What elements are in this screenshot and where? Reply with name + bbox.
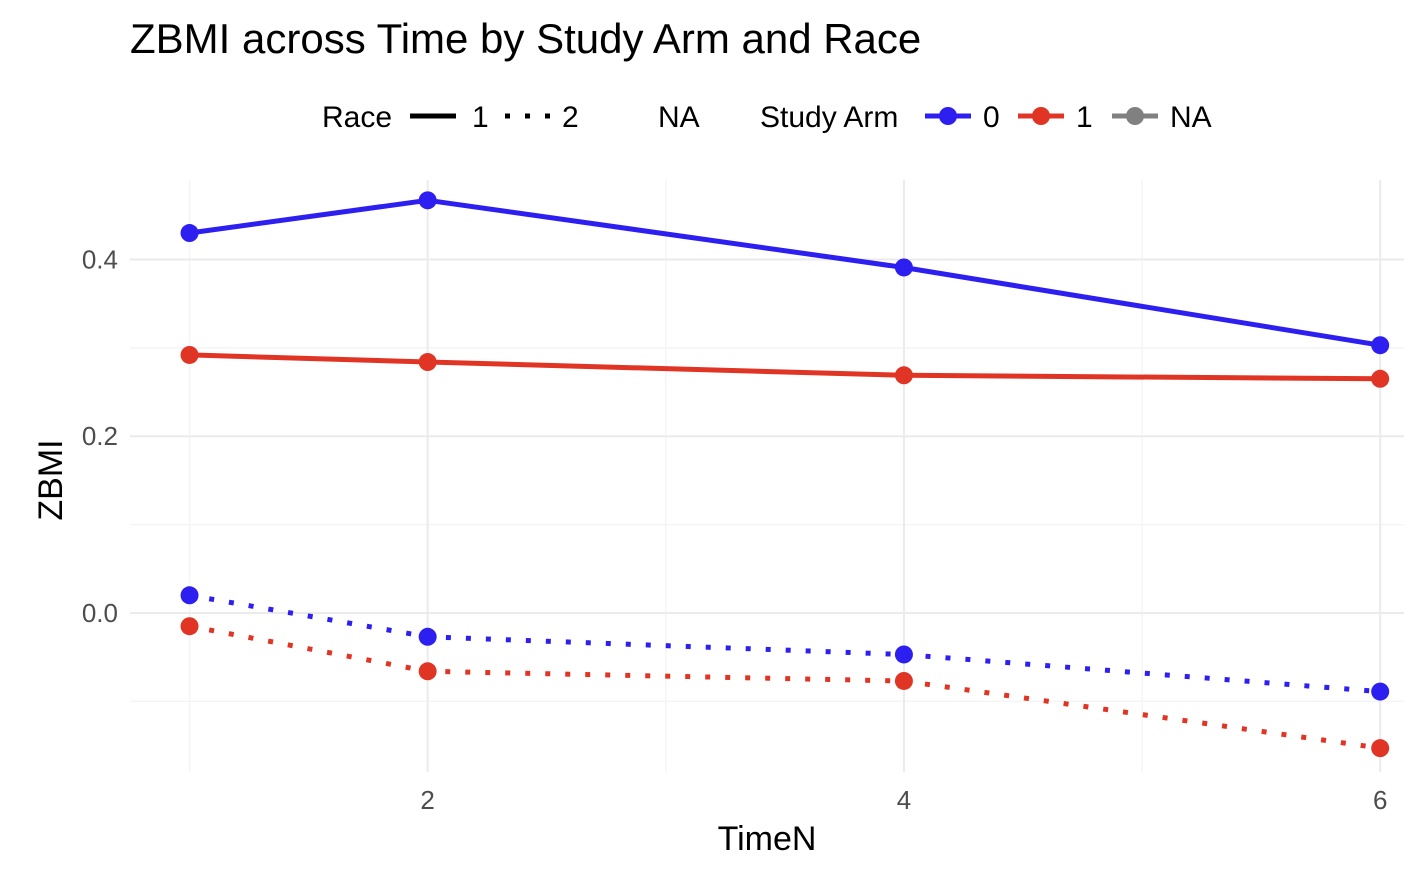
y-tick-label: 0.2: [82, 421, 118, 451]
data-point-arm1-race1: [894, 366, 913, 385]
data-point-arm0-race2: [180, 586, 199, 605]
data-point-arm0-race1: [1371, 336, 1390, 355]
x-axis-title: TimeN: [718, 820, 817, 858]
x-tick-label: 4: [897, 785, 911, 815]
data-point-arm0-race1: [894, 258, 913, 277]
data-point-arm1-race1: [1371, 369, 1390, 388]
legend-arm-keys: 0 1 NA: [925, 101, 1212, 134]
series-line-arm0-race1: [187, 197, 1383, 348]
data-point-arm0-race2: [1371, 682, 1390, 701]
series-line-arm0-race2: [189, 592, 1381, 695]
plot-grid: [130, 180, 1404, 772]
data-point-arm1-race1: [180, 345, 199, 364]
legend: Race 1 2 NA Study Arm 0 1 NA: [322, 101, 1212, 134]
legend-race-keys: 1 2 NA: [410, 101, 700, 134]
legend-label-race: 2: [562, 101, 579, 134]
x-tick-label: 2: [420, 785, 434, 815]
data-point-arm1-race2: [1371, 739, 1390, 758]
chart-title: ZBMI across Time by Study Arm and Race: [130, 15, 921, 62]
legend-label-race: NA: [658, 101, 700, 134]
y-axis-title: ZBMI: [32, 439, 70, 520]
series-line-arm1-race1: [187, 352, 1383, 382]
data-point-arm0-race1: [180, 224, 199, 243]
legend-label-race: 1: [472, 101, 489, 134]
legend-arm-title: Study Arm: [760, 101, 898, 134]
x-axis: 2 4 6: [420, 785, 1387, 815]
legend-race-title: Race: [322, 101, 392, 134]
x-tick-label: 6: [1373, 785, 1387, 815]
series-line-arm1-race2: [189, 623, 1381, 751]
data-point-arm1-race2: [418, 662, 437, 681]
data-point-arm1-race1: [418, 353, 437, 372]
plot-series: [180, 191, 1390, 758]
legend-key-arm-point: [1126, 107, 1144, 125]
legend-label-arm: 0: [983, 101, 1000, 134]
data-point-arm0-race1: [418, 191, 437, 210]
y-axis: 0.0 0.2 0.4: [82, 245, 118, 628]
legend-key-arm-point: [1032, 107, 1050, 125]
data-point-arm0-race2: [418, 627, 437, 646]
legend-key-arm-point: [939, 107, 957, 125]
y-tick-label: 0.0: [82, 598, 118, 628]
legend-label-arm: 1: [1076, 101, 1093, 134]
data-point-arm1-race2: [180, 617, 199, 636]
legend-label-arm: NA: [1170, 101, 1212, 134]
data-point-arm1-race2: [894, 671, 913, 690]
y-tick-label: 0.4: [82, 245, 118, 275]
data-point-arm0-race2: [894, 645, 913, 664]
